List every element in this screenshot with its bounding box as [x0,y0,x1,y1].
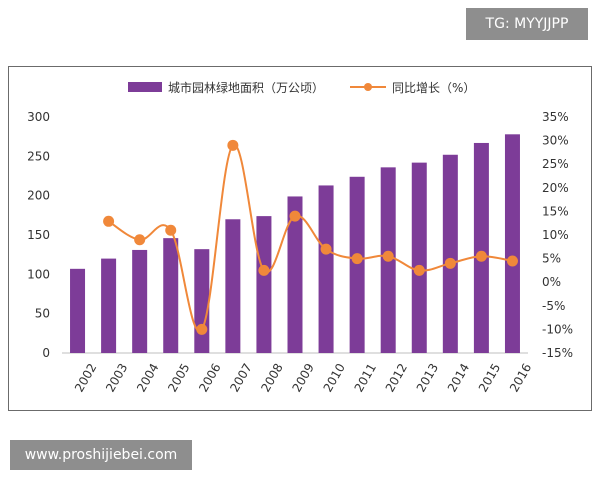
x-tick-label: 2012 [383,361,410,394]
y-left-tick-label: 50 [35,307,50,321]
growth-point-2015 [475,250,487,262]
growth-point-2005 [165,224,177,236]
y-left-tick-label: 250 [27,149,50,163]
legend-line-label: 同比增长（%） [392,81,475,95]
y-right-tick-label: 10% [542,228,569,242]
y-right-tick-label: 5% [542,252,561,266]
watermark-top: TG: MYYJJPP [466,8,588,40]
growth-point-2012 [382,250,394,262]
bar-2010 [318,185,334,353]
x-tick-label: 2014 [445,361,472,394]
growth-point-2016 [506,255,518,267]
x-tick-label: 2008 [258,361,285,394]
x-tick-label: 2010 [321,361,348,394]
legend-bar-label: 城市园林绿地面积（万公顷） [168,80,324,95]
x-tick-label: 2016 [507,361,534,394]
bar-2003 [101,258,117,353]
growth-point-2014 [444,257,456,269]
x-tick-label: 2013 [414,361,441,394]
y-right-tick-label: -10% [542,322,573,336]
growth-point-2003 [103,215,115,227]
growth-point-2009 [289,210,301,222]
bar-2006 [194,249,210,353]
growth-point-2007 [227,139,239,151]
x-tick-label: 2015 [476,361,503,394]
bar-2011 [349,176,365,353]
growth-point-2010 [320,243,332,255]
growth-point-2006 [196,323,208,335]
x-tick-label: 2006 [196,361,223,394]
legend-bar-swatch [128,82,162,92]
y-left-tick-label: 0 [42,346,50,360]
x-tick-label: 2005 [165,361,192,394]
growth-line [108,144,513,332]
bar-2015 [473,142,489,353]
axes: 0 50 100 150 200 250 300 -15% -10% -5% 0% 5% 10% 15% 2… [27,110,573,360]
y-left-tick-label: 300 [27,110,50,124]
y-left-tick-label: 150 [27,228,50,242]
y-right-tick-label: 15% [542,204,569,218]
x-tick-label: 2003 [103,361,130,394]
watermark-bottom: www.proshijiebei.com [10,440,192,470]
bar-2002 [70,268,86,353]
bar-2009 [287,196,303,353]
y-right-tick-label: 0% [542,275,561,289]
x-tick-label: 2002 [72,361,99,394]
bar-2008 [256,216,272,353]
x-tick-labels: 2002 2003 2004 2005 2006 2007 2008 2009 2010 2011… [72,361,534,394]
x-tick-label: 2009 [289,361,316,394]
y-right-tick-label: -5% [542,299,565,313]
y-right-tick-label: -15% [542,346,573,360]
x-tick-label: 2011 [352,361,379,394]
y-right-tick-label: 25% [542,157,569,171]
growth-point-2011 [351,253,363,265]
y-left-tick-label: 100 [27,267,50,281]
bar-2004 [132,249,148,353]
bar-2005 [163,238,179,353]
y-right-tick-label: 35% [542,110,569,124]
x-tick-label: 2007 [227,361,254,394]
bar-2016 [504,134,520,353]
bar-2014 [442,154,458,353]
bar-2007 [225,219,241,353]
y-left-tick-label: 200 [27,189,50,203]
y-right-tick-label: 30% [542,134,569,148]
x-tick-label: 2004 [134,361,161,394]
bar-2013 [411,162,427,353]
growth-point-2008 [258,264,270,276]
y-right-tick-label: 20% [542,181,569,195]
legend: 城市园林绿地面积（万公顷） 同比增长（%） [128,80,475,95]
line-series [103,139,518,335]
growth-point-2013 [413,264,425,276]
growth-point-2004 [134,234,146,246]
legend-line-marker [364,83,372,91]
